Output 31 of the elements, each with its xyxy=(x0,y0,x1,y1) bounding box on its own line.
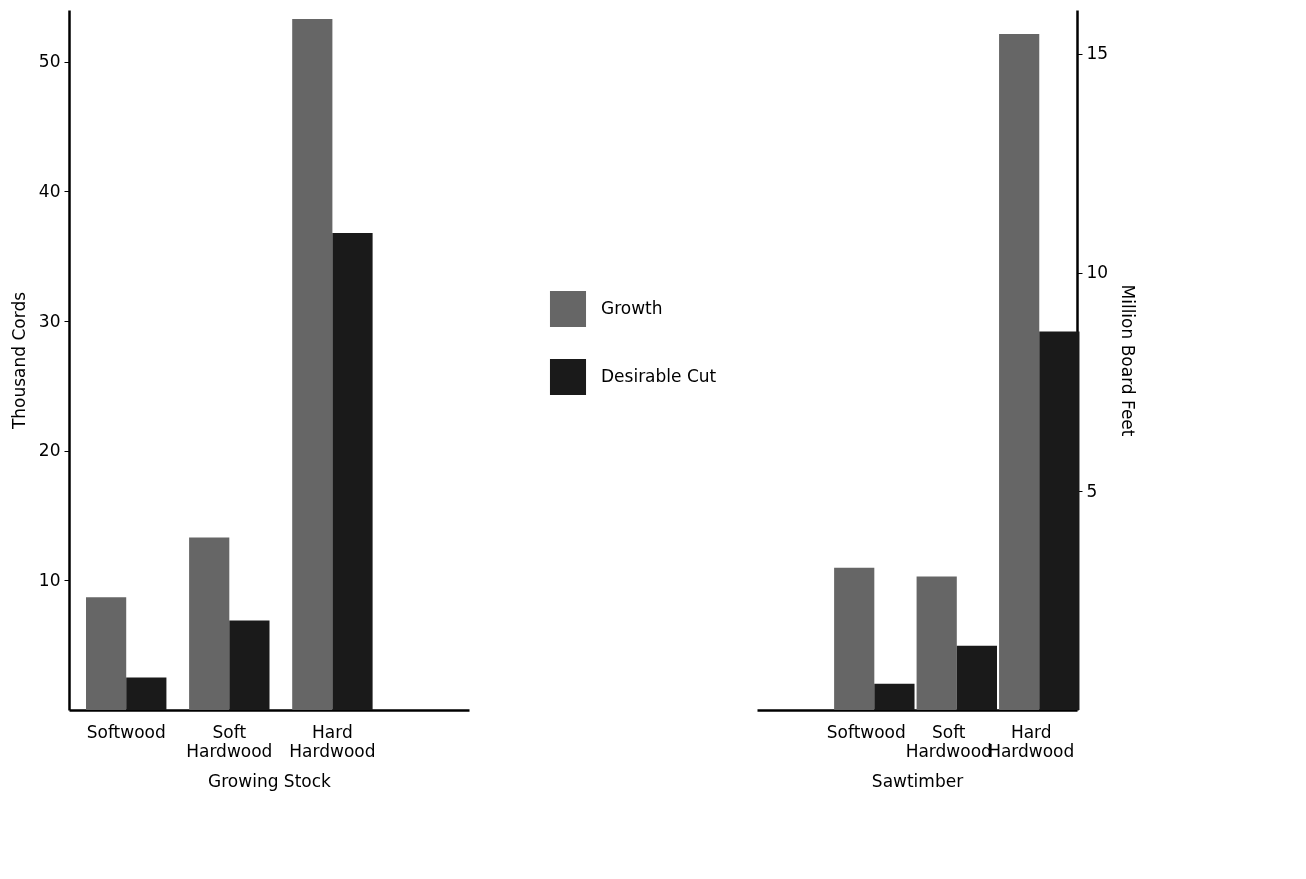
bar xyxy=(834,567,875,710)
x-tick-label: Softwood xyxy=(86,721,166,742)
bar xyxy=(189,537,230,710)
y-tick-label: 20 xyxy=(38,440,61,461)
bar xyxy=(874,683,915,710)
bar xyxy=(292,19,333,710)
y-axis-title: Million Board Feet xyxy=(1118,284,1139,437)
x-tick-label: Softwood xyxy=(826,721,906,742)
x-axis-title: Growing Stock xyxy=(208,770,332,791)
bar xyxy=(916,576,957,710)
bar xyxy=(1039,331,1080,710)
y-tick-label: 40 xyxy=(38,180,61,201)
y-tick-label: 50 xyxy=(38,51,61,72)
bar xyxy=(86,597,127,710)
x-axis-title: Sawtimber xyxy=(871,770,964,791)
y-axis-title: Thousand Cords xyxy=(8,291,29,431)
bar xyxy=(956,645,997,710)
x-tick-label: Soft Hardwood xyxy=(186,721,273,761)
y-tick-label: 15 xyxy=(1086,43,1109,64)
y-tick-label: 30 xyxy=(38,310,61,331)
bar xyxy=(229,620,270,710)
legend-label: Growth xyxy=(601,298,663,318)
bar xyxy=(126,677,167,710)
y-tick-label: 10 xyxy=(38,569,61,590)
legend-label: Desirable Cut xyxy=(601,366,717,386)
y-tick-label: 10 xyxy=(1086,262,1109,282)
x-tick-label: Soft Hardwood xyxy=(905,721,992,761)
bar xyxy=(999,34,1040,710)
x-tick-label: Hard Hardwood xyxy=(289,721,376,761)
bar xyxy=(332,232,373,710)
y-tick-label: 5 xyxy=(1086,480,1098,501)
